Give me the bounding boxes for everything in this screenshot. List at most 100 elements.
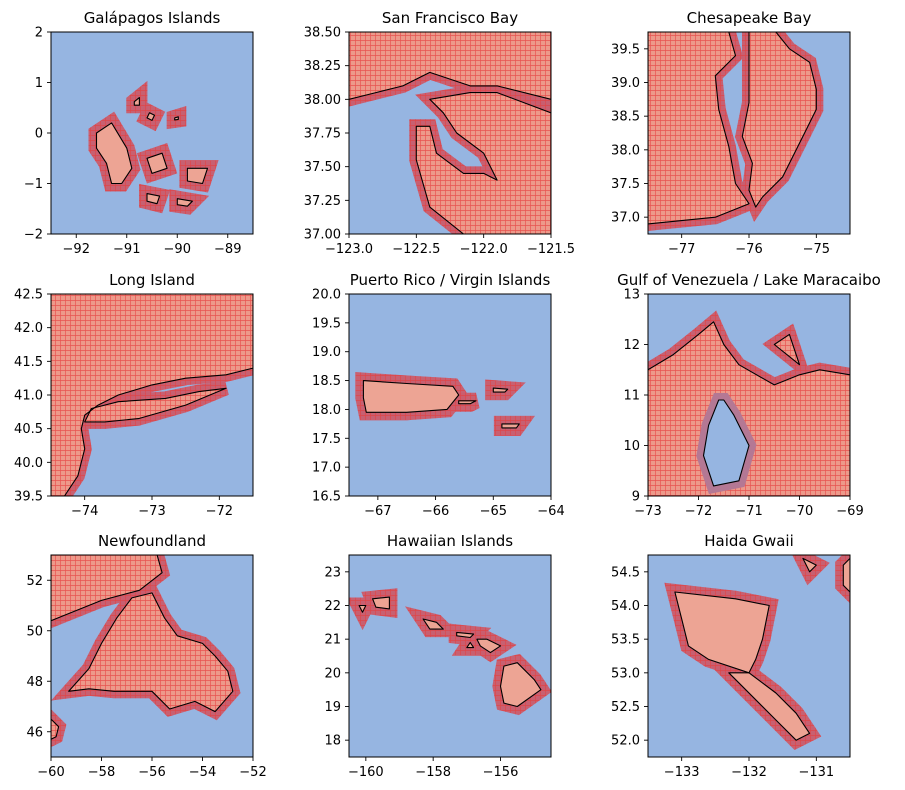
y-tick-label: 9 [632,490,640,505]
y-tick-label: 52.5 [611,700,640,715]
y-tick-label: 42.5 [14,288,43,303]
y-tick-label: 38.00 [304,93,341,108]
panel-title: Long Island [109,271,195,289]
coastline [51,555,234,740]
panel-title: San Francisco Bay [382,9,518,27]
y-tick-label: 41.0 [14,389,43,404]
y-tick-label: 38.50 [304,26,341,41]
y-tick-label: 21 [324,633,341,648]
x-tick-label: −52 [239,765,266,780]
land-polygons [51,555,233,740]
y-tick-label: −2 [24,228,43,243]
y-tick-label: 1 [35,76,43,91]
land-polygon [96,122,132,184]
x-tick-label: −54 [189,765,216,780]
y-tick-label: 12 [623,338,640,353]
y-tick-label: 38.5 [611,110,640,125]
y-tick-label: 37.25 [304,194,341,209]
x-tick-label: −69 [836,504,863,519]
panel-title: Galápagos Islands [84,9,221,27]
y-tick-label: −1 [24,177,43,192]
coastline [51,294,253,496]
x-tick-label: −73 [138,504,165,519]
x-tick-label: −91 [113,242,140,257]
land-polygon [134,97,140,106]
x-tick-label: −158 [415,765,451,780]
y-tick-label: 39.5 [611,42,640,57]
land-polygon [501,423,520,428]
y-tick-label: 40.5 [14,422,43,437]
panel-title: Haida Gwaii [704,532,794,550]
land-polygons [363,380,520,428]
y-tick-label: 19 [324,700,341,715]
x-tick-label: −121.5 [527,242,575,257]
y-tick-label: 17.5 [312,432,341,447]
x-tick-label: −64 [537,504,564,519]
map-panel-8: Hawaiian Islands −160 −158 −156 18 19 20 21 22 23 [324,532,552,780]
land-polygon [359,605,366,613]
x-tick-label: −73 [634,504,661,519]
x-tick-label: −131 [798,765,834,780]
y-tick-label: 16.5 [312,490,341,505]
map-panel-9: Haida Gwaii −133 −132 −131 52.0 52.5 53.0 53.5 5… [611,532,851,780]
land-polygon [728,672,810,741]
land-polygons [648,32,817,224]
x-tick-label: −67 [364,504,391,519]
y-tick-label: 38.0 [611,143,640,158]
y-tick-label: 37.5 [611,177,640,192]
coastline [362,380,520,429]
y-tick-label: 20 [324,666,341,681]
y-tick-label: 37.00 [304,228,341,243]
land-polygons [648,321,850,496]
y-tick-label: 23 [324,565,341,580]
land-polygon [458,400,476,404]
y-tick-label: 11 [623,389,640,404]
y-tick-label: 46 [26,725,43,740]
y-tick-label: 18.5 [312,374,341,389]
y-tick-label: 19.5 [312,316,341,331]
land-polygon [500,662,541,707]
land-polygon [802,558,817,572]
coastline [358,596,542,708]
y-tick-label: 52.0 [611,734,640,749]
y-tick-label: 54.0 [611,599,640,614]
coastline [95,97,209,207]
x-tick-label: −122.5 [392,242,440,257]
x-tick-label: −71 [735,504,762,519]
y-tick-label: 19.0 [312,345,341,360]
axes-frame [348,554,552,758]
land-polygon [372,597,390,609]
coastline [648,321,850,496]
y-tick-label: 38.25 [304,59,341,74]
y-tick-label: 22 [324,599,341,614]
land-polygon [147,193,160,204]
map-panel-5: Puerto Rico / Virgin Islands −67 −66 −65 −64… [312,271,565,519]
y-tick-label: 18 [324,734,341,749]
panel-title: Puerto Rico / Virgin Islands [350,271,551,289]
x-tick-label: −66 [422,504,449,519]
y-tick-label: 17.0 [312,461,341,476]
map-panel-7: Newfoundland −60 −58 −56 −54 −52 46 48 50 52 [26,532,266,780]
x-tick-label: −72 [206,504,233,519]
x-tick-label: −77 [668,242,695,257]
x-tick-label: −123.0 [325,242,373,257]
x-tick-label: −122.0 [460,242,508,257]
map-panel-3: Chesapeake Bay −77 −76 −75 37.0 37.5 38.0 38.5 3… [611,9,851,257]
x-tick-label: −75 [803,242,830,257]
x-tick-label: −132 [731,765,767,780]
y-tick-label: 2 [35,26,43,41]
x-tick-label: −74 [71,504,98,519]
x-tick-label: −160 [348,765,384,780]
x-tick-label: −58 [88,765,115,780]
x-tick-label: −90 [164,242,191,257]
land-polygon [363,380,459,413]
land-polygons [349,32,551,234]
x-tick-label: −60 [37,765,64,780]
y-tick-label: 50 [26,624,43,639]
y-tick-label: 10 [623,439,640,454]
x-tick-label: −133 [664,765,700,780]
y-tick-label: 13 [623,288,640,303]
y-tick-label: 0 [35,127,43,142]
map-panel-4: Long Island −74 −73 −72 39.5 40.0 40.5 41.0 41.5… [14,271,254,519]
